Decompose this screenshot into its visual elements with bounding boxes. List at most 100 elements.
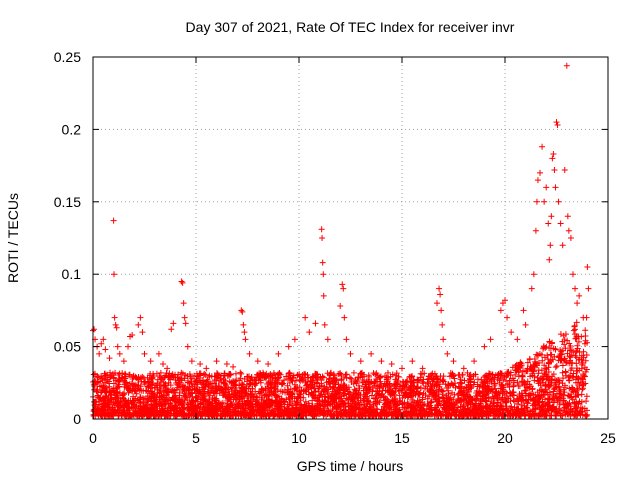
background-point bbox=[357, 412, 364, 419]
background-point bbox=[582, 327, 589, 334]
background-point bbox=[541, 362, 548, 369]
background-point bbox=[461, 377, 468, 384]
background-point bbox=[148, 381, 155, 388]
background-point bbox=[534, 377, 541, 384]
x-tick-label: 5 bbox=[192, 430, 200, 446]
x-tick-label: 25 bbox=[600, 430, 616, 446]
background-point bbox=[153, 370, 160, 377]
grid-lines bbox=[93, 57, 608, 419]
background-point bbox=[424, 395, 431, 402]
background-point bbox=[533, 351, 540, 358]
background-point bbox=[253, 412, 260, 419]
background-point bbox=[474, 376, 481, 383]
background-point bbox=[491, 380, 498, 387]
background-point bbox=[264, 381, 271, 388]
background-point bbox=[530, 398, 537, 405]
background-point bbox=[540, 344, 547, 351]
x-tick-label: 20 bbox=[497, 430, 513, 446]
background-point bbox=[478, 376, 485, 383]
background-point bbox=[524, 399, 531, 406]
background-point bbox=[254, 394, 261, 401]
background-point bbox=[335, 394, 342, 401]
background-point bbox=[485, 394, 492, 401]
background-point bbox=[393, 402, 400, 409]
background-point bbox=[128, 400, 135, 407]
background-point bbox=[193, 405, 200, 412]
background-point bbox=[348, 403, 355, 410]
background-point bbox=[241, 394, 248, 401]
background-point bbox=[332, 379, 339, 386]
background-point bbox=[473, 396, 480, 403]
background-point bbox=[553, 363, 560, 370]
background-point bbox=[352, 377, 359, 384]
background-point bbox=[546, 396, 553, 403]
background-point bbox=[552, 393, 559, 400]
background-point bbox=[284, 382, 291, 389]
background-point bbox=[510, 411, 517, 418]
background-point bbox=[206, 372, 213, 379]
x-tick-label: 10 bbox=[291, 430, 307, 446]
background-point bbox=[228, 388, 235, 395]
background-point bbox=[151, 384, 158, 391]
background-point bbox=[160, 395, 167, 402]
background-point bbox=[540, 401, 547, 408]
background-point bbox=[188, 401, 195, 408]
background-point bbox=[365, 398, 372, 405]
background-point bbox=[550, 399, 557, 406]
background-point bbox=[583, 413, 590, 420]
background-point bbox=[440, 378, 447, 385]
background-point bbox=[167, 382, 174, 389]
background-point bbox=[565, 377, 572, 384]
background-point bbox=[433, 399, 440, 406]
background-point bbox=[435, 402, 442, 409]
background-point bbox=[314, 374, 321, 381]
background-point bbox=[551, 386, 558, 393]
background-point bbox=[422, 392, 429, 399]
background-point bbox=[455, 390, 462, 397]
background-point bbox=[529, 402, 536, 409]
background-point bbox=[446, 396, 453, 403]
background-point bbox=[370, 370, 377, 377]
background-point bbox=[583, 393, 590, 400]
background-point bbox=[572, 389, 579, 396]
background-point bbox=[92, 401, 99, 408]
background-point bbox=[133, 382, 140, 389]
background-point bbox=[430, 391, 437, 398]
background-point bbox=[558, 351, 565, 358]
background-point bbox=[530, 397, 537, 404]
background-point bbox=[552, 364, 559, 371]
background-point bbox=[175, 384, 182, 391]
background-point bbox=[329, 390, 336, 397]
background-point bbox=[570, 327, 577, 334]
background-point bbox=[136, 399, 143, 406]
background-point bbox=[572, 352, 579, 359]
background-point bbox=[359, 379, 366, 386]
background-point bbox=[338, 377, 345, 384]
background-point bbox=[251, 408, 258, 415]
background-point bbox=[399, 394, 406, 401]
background-point bbox=[161, 401, 168, 408]
data-markers bbox=[90, 62, 592, 420]
background-point bbox=[164, 397, 171, 404]
background-point bbox=[435, 393, 442, 400]
background-point bbox=[227, 371, 234, 378]
background-point bbox=[521, 388, 528, 395]
background-point bbox=[287, 400, 294, 407]
background-point bbox=[457, 379, 464, 386]
background-point bbox=[281, 377, 288, 384]
background-point bbox=[527, 366, 534, 373]
x-axis-label: GPS time / hours bbox=[297, 458, 404, 474]
background-point bbox=[139, 405, 146, 412]
background-point bbox=[138, 387, 145, 394]
background-point bbox=[373, 405, 380, 412]
background-point bbox=[107, 369, 114, 376]
background-point bbox=[321, 398, 328, 405]
background-point bbox=[562, 384, 569, 391]
background-point bbox=[170, 389, 177, 396]
background-point bbox=[465, 388, 472, 395]
background-point bbox=[529, 386, 536, 393]
background-point bbox=[320, 374, 327, 381]
background-point bbox=[187, 373, 194, 380]
background-point bbox=[524, 359, 531, 366]
